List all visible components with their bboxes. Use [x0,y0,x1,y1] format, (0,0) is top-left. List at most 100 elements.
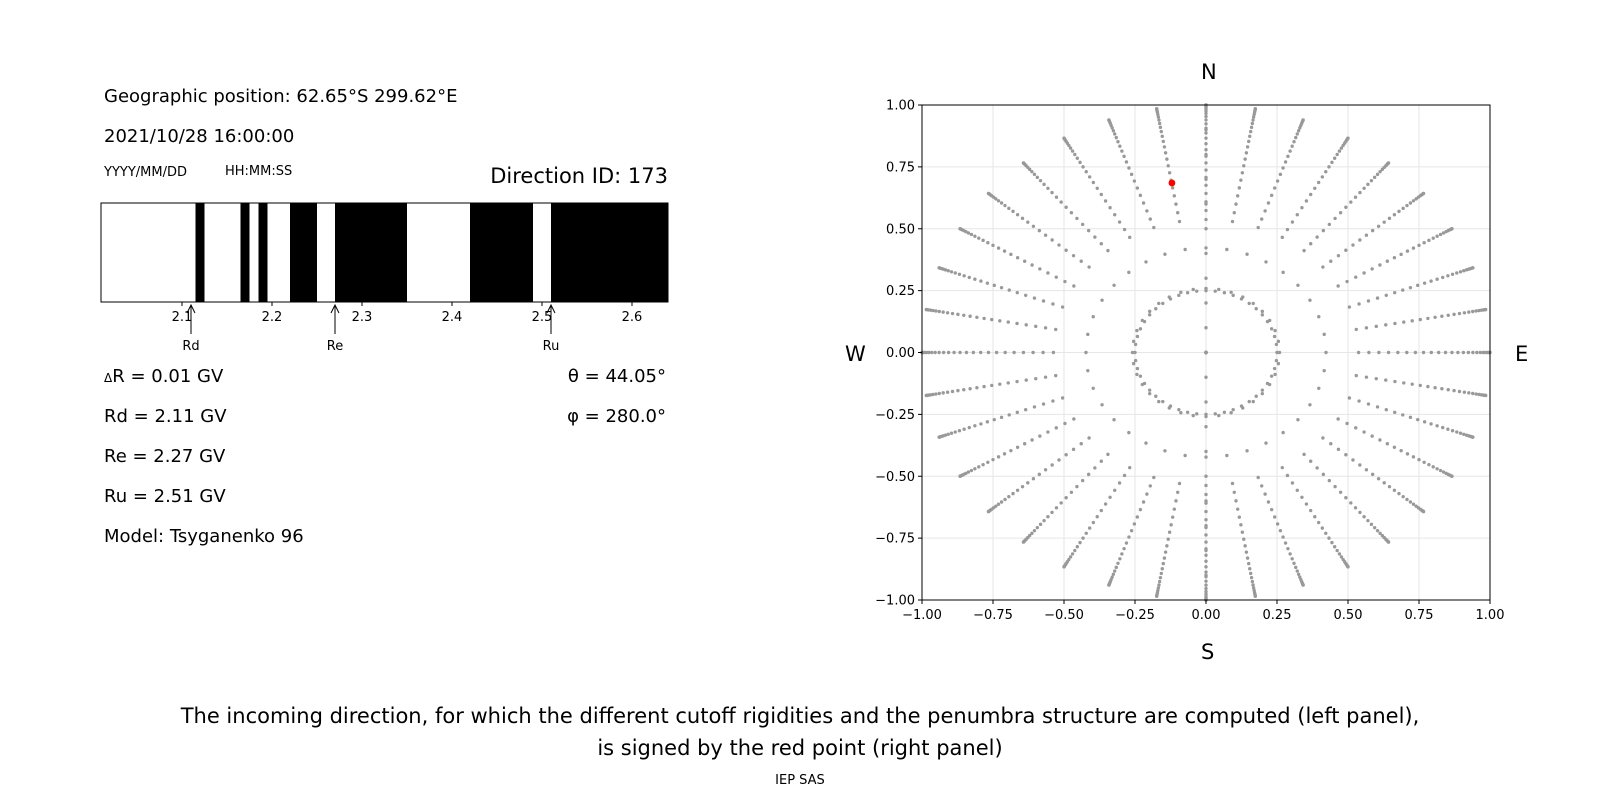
direction-point [1168,404,1173,408]
direction-point [1366,182,1370,187]
direction-point [1393,321,1397,326]
direction-point [1111,128,1116,133]
direction-point [1037,228,1042,233]
direction-point [1022,259,1027,263]
direction-point [1100,403,1104,407]
direction-point [1324,350,1328,355]
direction-point [1127,270,1131,275]
direction-point [1450,474,1454,478]
direction-point [1003,350,1007,355]
direction-point [1248,566,1252,571]
direction-point [1416,417,1420,422]
direction-point [968,387,972,391]
direction-point [1075,484,1079,489]
direction-point [1251,115,1256,119]
direction-point [1347,305,1352,309]
direction-point [1204,118,1208,122]
y-tick-label: −0.50 [875,470,915,485]
direction-point [1456,350,1460,355]
direction-point [1354,373,1358,378]
direction-point [1021,350,1026,355]
direction-point [1093,466,1097,470]
direction-point [1170,186,1175,190]
direction-point [1248,134,1252,139]
direction-point [1075,216,1079,221]
direction-point [1358,463,1362,467]
direction-point [1274,358,1279,363]
direction-point [1384,378,1388,382]
direction-point [1073,152,1077,157]
direction-point [1176,490,1180,495]
direction-point [1050,238,1054,242]
direction-point [958,350,962,355]
direction-point [1317,315,1321,319]
direction-point [1295,569,1299,573]
direction-point [1041,402,1046,406]
direction-point [1064,248,1068,252]
direction-point [1154,307,1158,311]
direction-point [1288,552,1292,556]
direction-point [1152,225,1156,230]
x-tick-label: 0.00 [1192,608,1221,623]
direction-point [1157,583,1161,587]
direction-point [1251,586,1256,590]
direction-point [1354,327,1358,332]
direction-point [1158,575,1163,580]
direction-point [1374,376,1378,381]
direction-point [1204,136,1208,140]
direction-point [1237,515,1242,519]
direction-point [1436,350,1441,355]
direction-point [1147,391,1152,396]
direction-point [1204,540,1208,544]
direction-point [1427,238,1431,243]
direction-point [1446,274,1450,278]
direction-point [1204,122,1208,126]
direction-point [1204,499,1208,503]
direction-point [1147,309,1152,314]
direction-point [1269,193,1274,198]
marker-arrowhead [330,303,340,314]
x-tick-label: −1.00 [902,608,942,623]
direction-point [945,390,950,394]
direction-point [1032,296,1037,300]
direction-point [1038,522,1043,527]
direction-point [962,274,966,278]
direction-point [1071,253,1076,258]
direction-point [1030,169,1034,174]
direction-point [1239,404,1244,408]
direction-point [1035,175,1040,180]
direction-point [1426,316,1430,321]
direction-point [990,383,994,388]
direction-point [1333,484,1337,489]
direction-point [1204,208,1208,213]
direction-point [1086,228,1091,233]
direction-point [1204,128,1208,132]
direction-point [1327,222,1332,227]
direction-point [1124,160,1129,164]
direction-point [1161,301,1165,306]
direction-point [1195,289,1199,293]
direction-point [1179,410,1183,415]
direction-point [1127,535,1131,539]
y-tick-label: 0.25 [886,284,915,299]
direction-point [1243,544,1247,548]
direction-point [1054,373,1058,378]
direction-point [1026,481,1030,485]
direction-point [957,272,962,276]
direction-point [1031,224,1036,228]
direction-point [1263,492,1267,496]
direction-point [1452,312,1456,317]
direction-point [1021,540,1026,544]
direction-point [1346,565,1350,569]
direction-point [1217,287,1221,292]
direction-point [1393,410,1397,415]
direction-point [1254,394,1258,398]
direction-point [1421,509,1426,514]
direction-point [1103,199,1108,203]
direction-point [1234,499,1238,503]
direction-point [1378,169,1382,174]
direction-point [1068,555,1073,559]
direction-point [1204,509,1208,514]
direction-point [998,382,1002,386]
direction-point [1281,430,1285,435]
